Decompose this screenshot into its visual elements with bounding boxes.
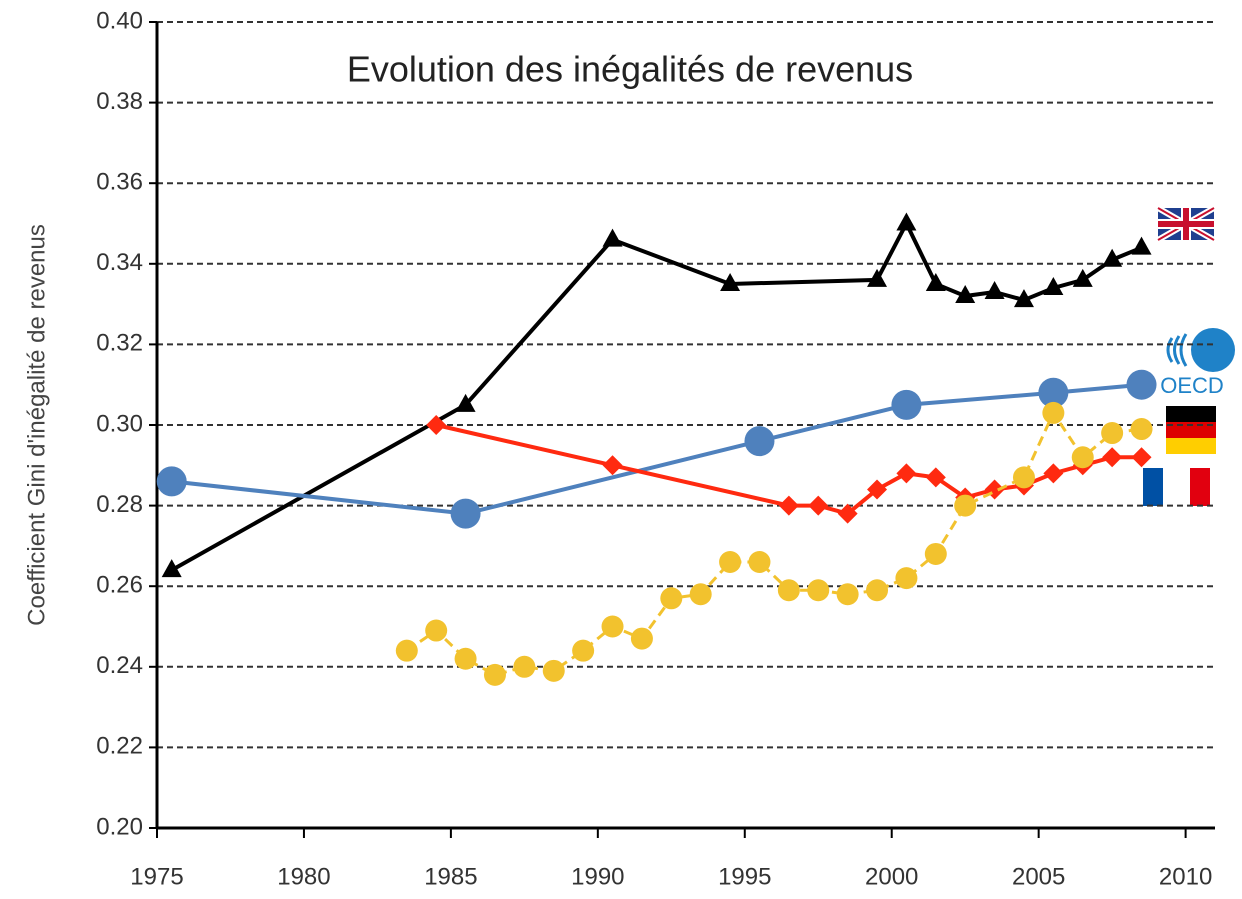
y-tick-label: 0.38 — [96, 88, 143, 115]
data-point — [896, 463, 917, 484]
oecd-label: OECD — [1160, 373, 1224, 398]
data-point — [601, 615, 624, 638]
oecd-logo: OECD — [1160, 328, 1235, 398]
data-point — [867, 268, 888, 287]
data-point — [630, 627, 653, 650]
data-point — [1071, 446, 1094, 469]
y-tick-label: 0.20 — [96, 813, 143, 840]
data-point — [954, 494, 977, 517]
data-point — [924, 542, 947, 565]
data-point — [1126, 369, 1157, 400]
y-tick-label: 0.40 — [96, 7, 143, 34]
y-tick-label: 0.30 — [96, 410, 143, 437]
data-point — [896, 212, 917, 231]
data-point — [720, 272, 741, 291]
data-point — [1013, 289, 1034, 308]
data-point — [891, 389, 922, 420]
data-point — [984, 281, 1005, 300]
data-point — [925, 272, 946, 291]
chart-title: Evolution des inégalités de revenus — [347, 49, 913, 90]
data-point — [955, 285, 976, 304]
x-tick-label: 1975 — [130, 863, 183, 890]
y-tick-label: 0.24 — [96, 652, 143, 679]
data-point — [777, 579, 800, 602]
data-point — [660, 587, 683, 610]
x-tick-label: 1985 — [424, 863, 477, 890]
data-point — [719, 551, 742, 574]
data-point — [895, 567, 918, 590]
data-point — [425, 619, 448, 642]
x-tick-label: 2010 — [1159, 863, 1212, 890]
data-point — [807, 579, 830, 602]
data-point — [426, 415, 447, 435]
data-point — [1130, 418, 1153, 441]
data-point — [1102, 447, 1123, 468]
france-flag — [1143, 468, 1210, 506]
data-point — [744, 426, 775, 457]
data-point — [1012, 466, 1035, 489]
data-point — [689, 583, 712, 606]
data-point — [1043, 276, 1064, 295]
data-point — [1131, 447, 1152, 468]
data-point — [1102, 248, 1123, 267]
x-tick-label: 2000 — [865, 863, 918, 890]
data-point — [602, 455, 623, 476]
data-point — [542, 659, 565, 682]
x-tick-label: 1980 — [277, 863, 330, 890]
data-point — [1131, 236, 1152, 255]
data-point — [602, 228, 623, 247]
data-point — [483, 663, 506, 686]
x-tick-label: 1995 — [718, 863, 771, 890]
uk-flag — [1156, 205, 1216, 243]
data-point — [1072, 268, 1093, 287]
y-tick-label: 0.28 — [96, 491, 143, 518]
data-point — [866, 579, 889, 602]
data-point — [837, 503, 858, 524]
data-point — [455, 393, 476, 412]
y-axis-label: Coefficient Gini d'inégalité de revenus — [23, 224, 50, 626]
y-tick-label: 0.32 — [96, 330, 143, 357]
y-tick-label: 0.36 — [96, 169, 143, 196]
data-point — [454, 647, 477, 670]
data-point — [572, 639, 595, 662]
x-tick-label: 2005 — [1012, 863, 1065, 890]
data-point — [156, 466, 187, 497]
data-point — [808, 495, 829, 516]
y-tick-label: 0.34 — [96, 249, 143, 276]
x-tick-label: 1990 — [571, 863, 624, 890]
data-point — [748, 551, 771, 574]
data-point — [1042, 401, 1065, 424]
data-point — [836, 583, 859, 606]
data-point — [925, 467, 946, 488]
data-point — [1101, 422, 1124, 445]
data-point — [161, 559, 182, 578]
data-point — [867, 479, 888, 500]
data-point — [1038, 377, 1069, 408]
data-point — [450, 498, 481, 529]
data-point — [778, 495, 799, 516]
y-tick-label: 0.26 — [96, 572, 143, 599]
series-line — [405, 409, 1142, 677]
data-point — [395, 639, 418, 662]
germany-flag — [1166, 406, 1216, 454]
data-point — [513, 655, 536, 678]
data-point — [1043, 463, 1064, 484]
y-tick-label: 0.22 — [96, 733, 143, 760]
